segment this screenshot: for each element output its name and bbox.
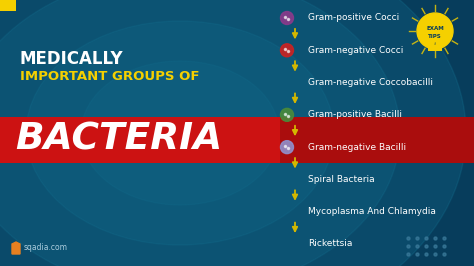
Text: Gram-negative Coccobacilli: Gram-negative Coccobacilli [308,78,433,87]
Text: EXAM: EXAM [426,26,444,31]
Ellipse shape [26,21,334,245]
Polygon shape [12,242,20,254]
FancyBboxPatch shape [428,46,442,51]
FancyBboxPatch shape [280,117,474,163]
Text: Gram-negative Bacilli: Gram-negative Bacilli [308,143,406,152]
Text: BACTERIA: BACTERIA [15,121,222,157]
Text: sqadia.com: sqadia.com [24,243,68,252]
Circle shape [281,44,293,57]
Text: Spiral Bacteria: Spiral Bacteria [308,175,374,184]
FancyBboxPatch shape [0,0,16,11]
Circle shape [281,11,293,24]
Text: Rickettsia: Rickettsia [308,239,352,248]
FancyBboxPatch shape [0,117,474,163]
Circle shape [281,108,293,121]
Ellipse shape [81,61,279,205]
Text: Gram-positive Bacilli: Gram-positive Bacilli [308,110,402,119]
Text: Gram-positive Cocci: Gram-positive Cocci [308,14,399,23]
Text: MEDICALLY: MEDICALLY [20,50,124,68]
Ellipse shape [0,0,400,266]
Text: :): :) [434,42,437,46]
Text: Mycoplasma And Chlamydia: Mycoplasma And Chlamydia [308,207,436,216]
Text: IMPORTANT GROUPS OF: IMPORTANT GROUPS OF [20,70,200,83]
Circle shape [281,141,293,154]
Circle shape [417,13,453,49]
Text: TIPS: TIPS [428,34,442,39]
Text: Gram-negative Cocci: Gram-negative Cocci [308,46,403,55]
